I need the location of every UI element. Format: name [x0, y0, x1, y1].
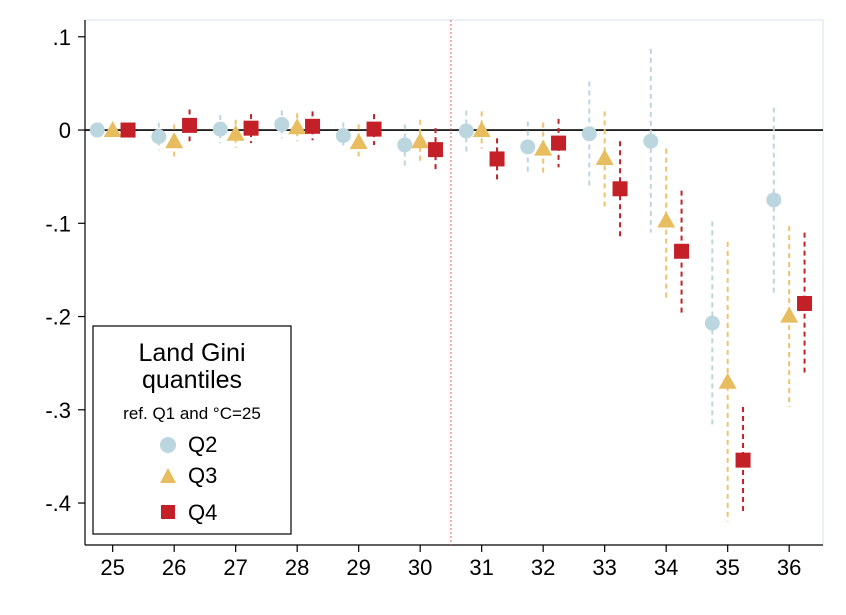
- y-axis: .1 0 -.1 -.2 -.3 -.4: [45, 20, 86, 545]
- legend-title-line-2: quantiles: [142, 366, 242, 394]
- point-q3: [472, 121, 491, 138]
- point-q4: [735, 452, 751, 468]
- point-q2: [520, 139, 536, 155]
- point-q3: [718, 372, 737, 389]
- x-axis: 25 26 27 28 29 30 31 32 33 34 35 36: [85, 544, 823, 580]
- point-q3: [103, 121, 122, 138]
- point-q3: [780, 306, 799, 323]
- x-tick-label: 29: [346, 555, 370, 580]
- point-q4: [182, 117, 198, 133]
- point-q2: [581, 126, 597, 142]
- y-tick-label: 0: [59, 118, 71, 143]
- legend-box: [92, 325, 292, 535]
- legend-marker-q3: [160, 468, 176, 483]
- reference-lines: [85, 20, 823, 545]
- point-q3: [226, 124, 245, 141]
- x-tick-label: 33: [592, 555, 616, 580]
- x-tick-label: 28: [285, 555, 309, 580]
- point-q4: [120, 122, 136, 138]
- point-q2: [151, 129, 167, 145]
- point-q3: [411, 132, 430, 149]
- point-q2: [458, 123, 474, 139]
- y-tick-label: .1: [53, 25, 71, 50]
- legend-marker-q2: [160, 437, 176, 453]
- point-q3: [288, 118, 307, 135]
- legend: Land Gini quantiles ref. Q1 and °C=25 Q2…: [92, 325, 292, 535]
- point-q3: [165, 132, 184, 149]
- point-q2: [335, 128, 351, 144]
- y-tick-label: -.2: [45, 305, 71, 330]
- y-tick-label: -.4: [45, 491, 71, 516]
- x-tick-label: 36: [777, 555, 801, 580]
- x-tick-label: 25: [100, 555, 124, 580]
- point-q4: [674, 243, 690, 259]
- x-tick-label: 26: [162, 555, 186, 580]
- point-q4: [243, 120, 259, 136]
- point-q4: [551, 135, 567, 151]
- point-q2: [766, 192, 782, 208]
- point-q3: [349, 133, 368, 150]
- y-tick-label: -.1: [45, 211, 71, 236]
- legend-label-q2: Q2: [188, 432, 217, 457]
- point-q4: [612, 181, 628, 197]
- x-tick-label: 31: [469, 555, 493, 580]
- point-q4: [305, 118, 321, 134]
- x-tick-label: 35: [715, 555, 739, 580]
- y-tick-label: -.3: [45, 398, 71, 423]
- point-q4: [428, 142, 444, 158]
- legend-label-q3: Q3: [188, 463, 217, 488]
- point-q3: [595, 149, 614, 166]
- point-q2: [89, 122, 105, 138]
- legend-marker-q4: [161, 505, 175, 519]
- legend-subtitle: ref. Q1 and °C=25: [123, 404, 261, 423]
- point-q2: [212, 121, 228, 137]
- point-q3: [534, 139, 553, 156]
- legend-label-q4: Q4: [188, 500, 217, 525]
- point-q4: [366, 121, 382, 137]
- point-q2: [397, 137, 413, 153]
- point-q3: [657, 211, 676, 228]
- x-tick-label: 27: [223, 555, 247, 580]
- x-tick-label: 30: [408, 555, 432, 580]
- point-q4: [797, 295, 813, 311]
- x-tick-label: 34: [654, 555, 678, 580]
- x-tick-label: 32: [531, 555, 555, 580]
- point-q4: [489, 151, 505, 167]
- point-q2: [274, 116, 290, 132]
- point-estimates: [89, 116, 813, 468]
- point-q2: [643, 133, 659, 149]
- point-q2: [704, 315, 720, 331]
- legend-title-line-1: Land Gini: [138, 339, 245, 367]
